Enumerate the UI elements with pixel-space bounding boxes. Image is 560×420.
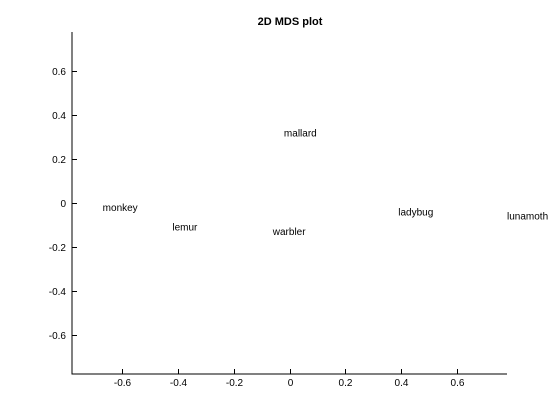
x-tick-label: -0.4	[170, 378, 188, 389]
x-tick-label: 0.2	[339, 378, 353, 389]
y-axis-ticks: -0.6 -0.4 -0.2 0 0.2 0.4 0.6	[49, 67, 77, 342]
y-tick-label: 0.2	[52, 155, 66, 166]
x-tick-label: 0.6	[451, 378, 465, 389]
point-label-monkey: monkey	[103, 203, 138, 214]
plot-axes	[71, 32, 507, 375]
point-label-lemur: lemur	[172, 223, 198, 234]
x-tick-label: 0.4	[395, 378, 409, 389]
point-label-lunamoth: lunamoth	[507, 212, 548, 223]
x-tick-label: -0.6	[114, 378, 132, 389]
point-label-ladybug: ladybug	[398, 207, 433, 218]
y-tick-label: 0	[60, 199, 66, 210]
point-labels: monkey lemur mallard warbler ladybug lunamoth	[103, 128, 548, 238]
y-tick-label: -0.2	[49, 243, 67, 254]
y-tick-label: -0.6	[49, 331, 67, 342]
x-tick-label: 0	[288, 378, 294, 389]
x-axis-ticks: -0.6 -0.4 -0.2 0 0.2 0.4 0.6	[114, 369, 465, 389]
y-tick-label: 0.6	[52, 67, 66, 78]
point-label-warbler: warbler	[272, 227, 306, 238]
y-tick-label: -0.4	[49, 287, 67, 298]
point-label-mallard: mallard	[284, 128, 317, 139]
x-tick-label: -0.2	[226, 378, 244, 389]
y-tick-label: 0.4	[52, 111, 66, 122]
chart-title: 2D MDS plot	[258, 16, 323, 28]
